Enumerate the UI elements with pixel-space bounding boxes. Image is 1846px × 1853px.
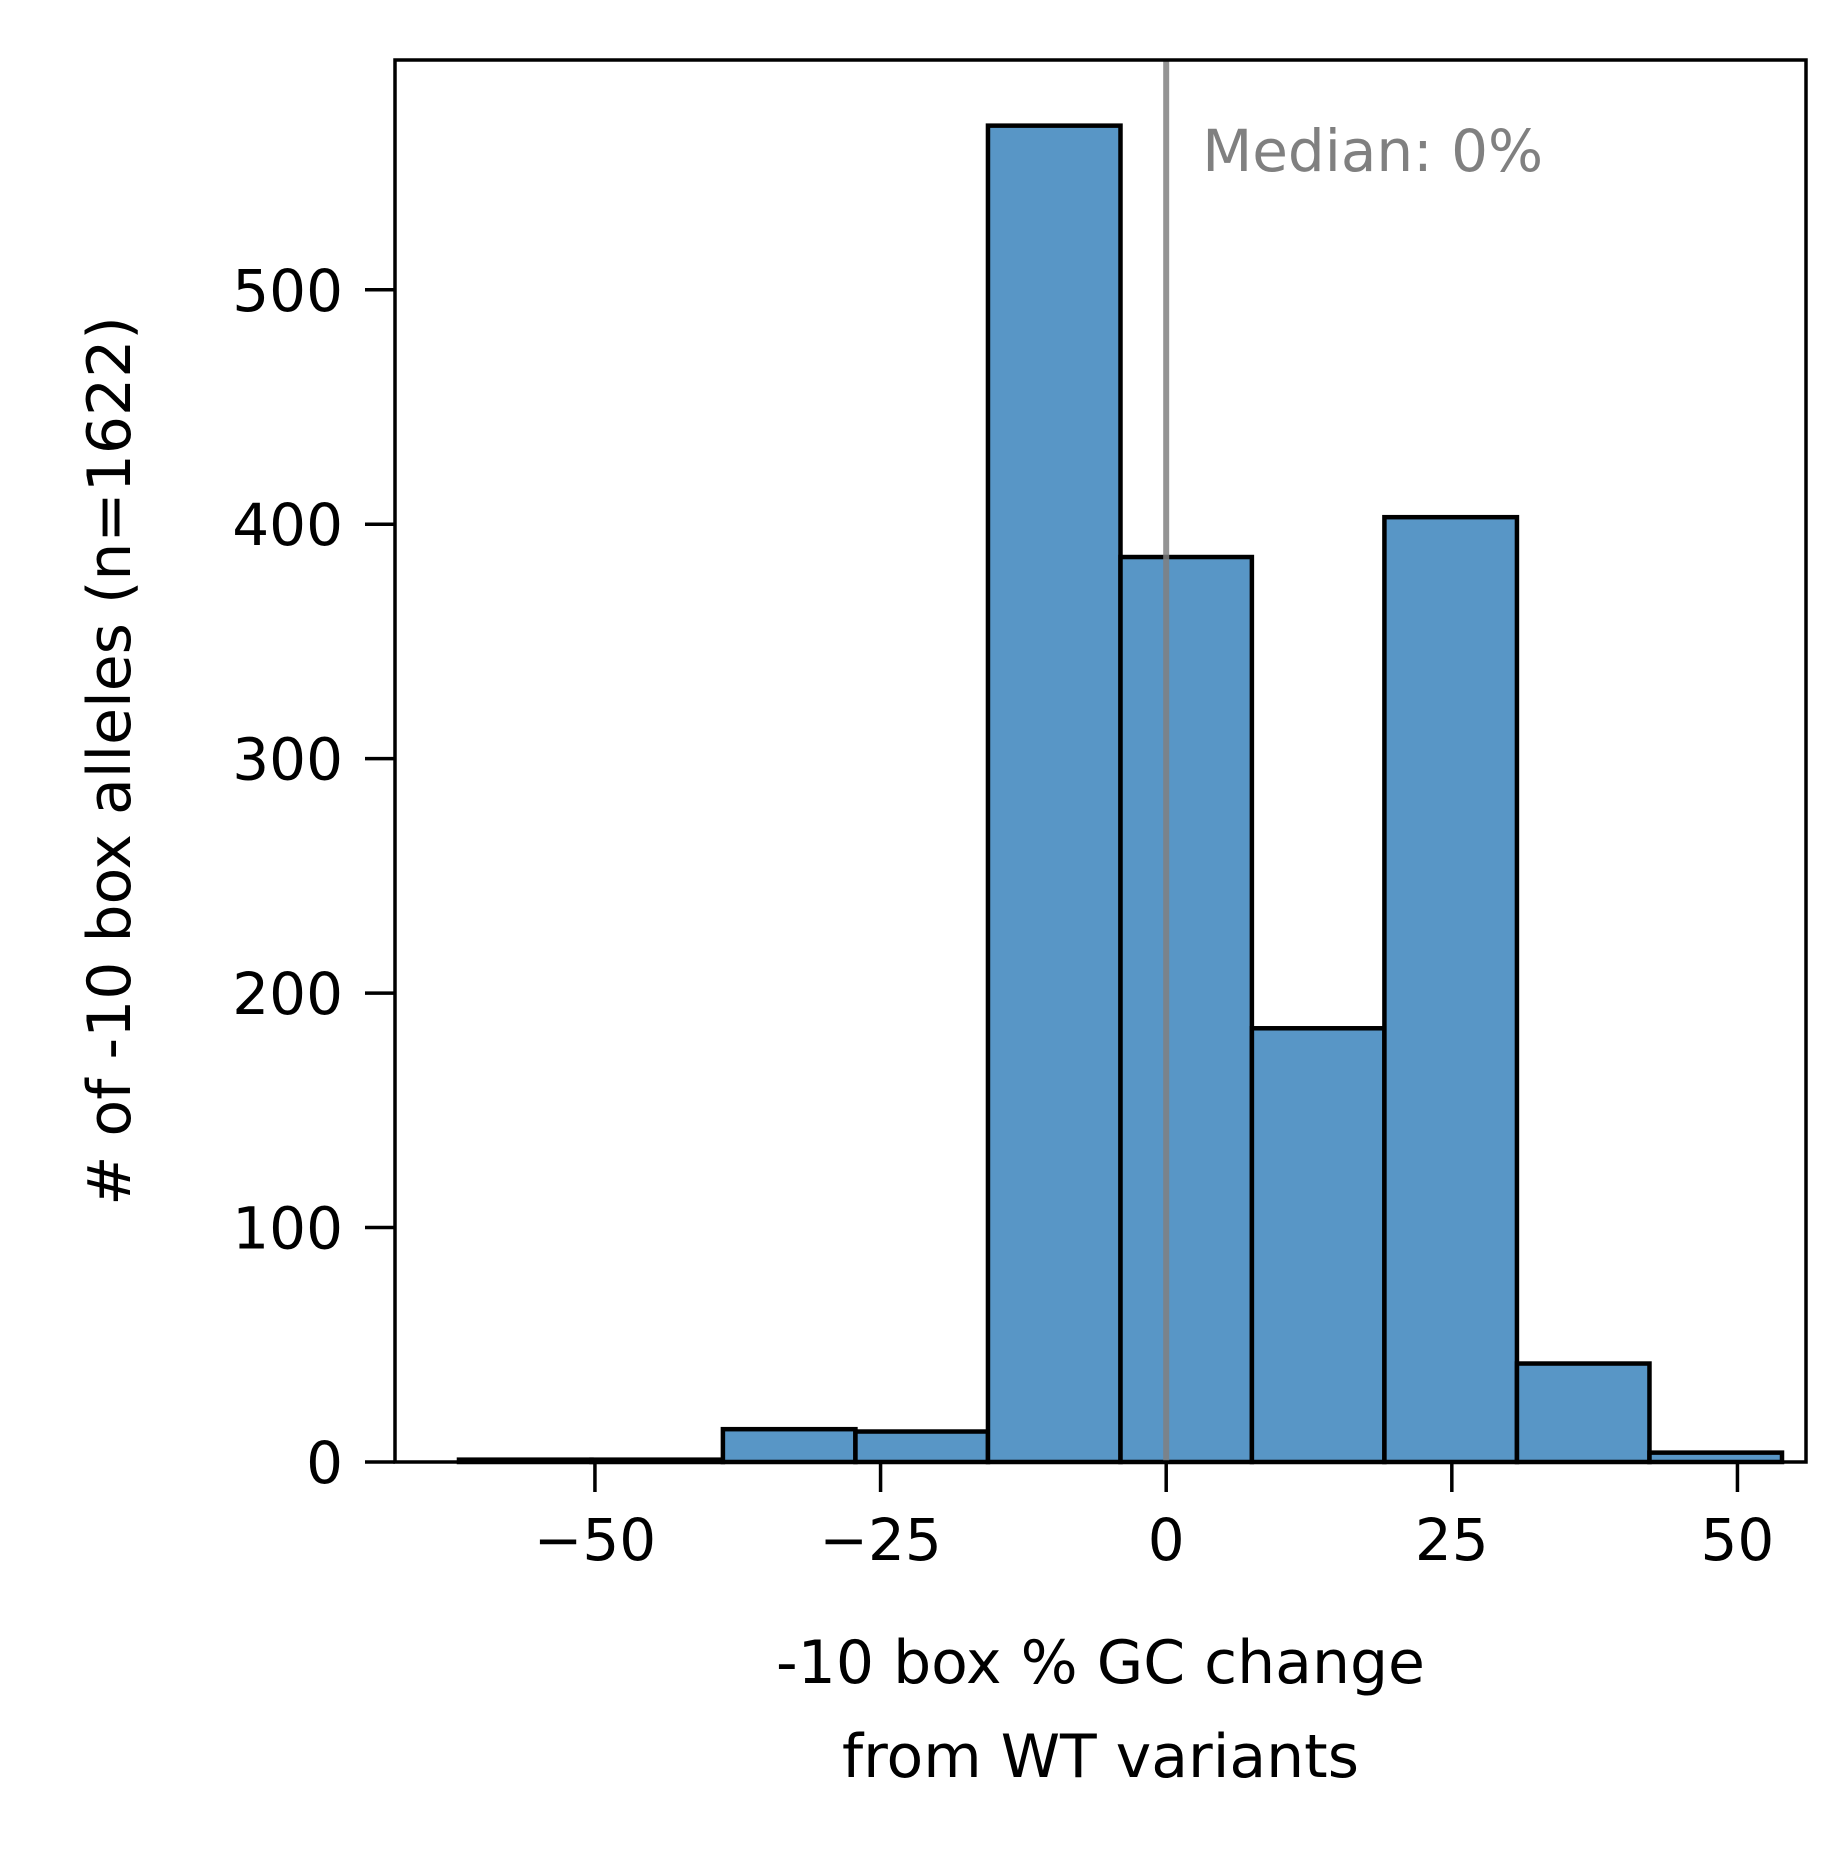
y-axis-label: # of -10 box alleles (n=1622) (75, 316, 145, 1206)
histogram-bar-2 (720, 1426, 858, 1465)
x-tick-label-4: 50 (1701, 1506, 1775, 1574)
x-axis-label-line-1: -10 box % GC change (776, 1628, 1425, 1698)
y-tick-label-5: 500 (232, 257, 343, 325)
histogram-bar-8 (1514, 1361, 1652, 1465)
histogram-bar-5 (1118, 554, 1255, 1465)
y-tick-label-0: 0 (306, 1429, 343, 1497)
y-tick-label-1: 100 (232, 1195, 343, 1263)
histogram-bar-6 (1249, 1026, 1387, 1465)
y-tick-label-4: 400 (232, 491, 343, 559)
plot-frame (393, 58, 1808, 1464)
histogram-bar-7 (1382, 514, 1520, 1465)
y-tick-label-2: 200 (232, 960, 343, 1028)
y-axis-ticks: 0 100 200 300 400 500 (232, 257, 395, 1497)
x-tick-label-3: 25 (1415, 1506, 1489, 1574)
y-tick-label-3: 300 (232, 726, 343, 794)
x-axis-ticks: −50 −25 0 25 50 (534, 1462, 1775, 1574)
histogram-bar-3 (853, 1429, 991, 1465)
histogram-bar-4 (985, 123, 1123, 1465)
x-axis-label-line-2: from WT variants (842, 1722, 1359, 1792)
x-tick-label-1: −25 (819, 1506, 941, 1574)
median-annotation: Median: 0% (1202, 117, 1543, 185)
x-tick-label-2: 0 (1148, 1506, 1185, 1574)
x-tick-label-0: −50 (534, 1506, 656, 1574)
histogram-bars (456, 123, 1785, 1465)
